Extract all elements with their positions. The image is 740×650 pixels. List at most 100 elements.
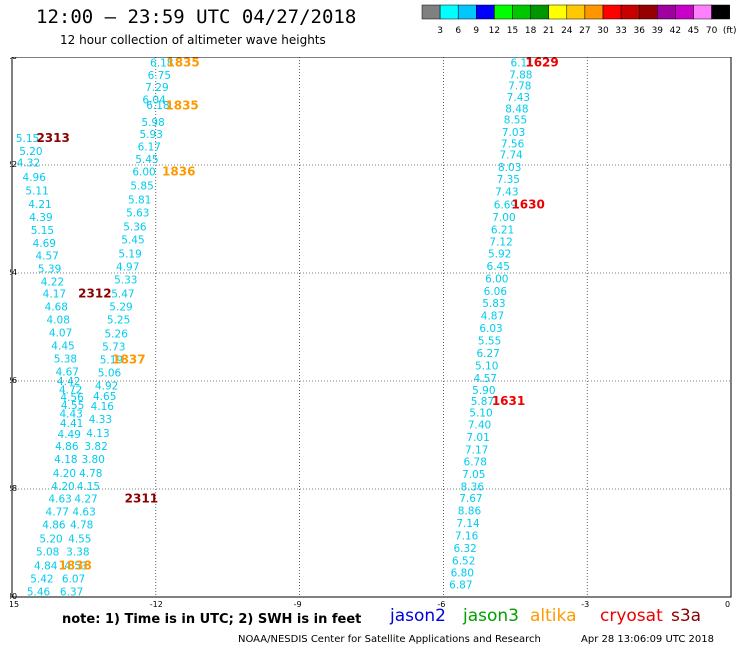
scale-label: (ft) xyxy=(723,26,737,36)
scale-label: 70 xyxy=(706,26,718,36)
wave-height-point: 4.20 xyxy=(51,481,74,493)
wave-height-point: 4.68 xyxy=(45,301,68,313)
x-tick-label: -12 xyxy=(150,600,163,609)
y-tick-label: -20 xyxy=(10,57,17,61)
wave-height-point: 7.01 xyxy=(466,432,489,444)
wave-height-point: 4.63 xyxy=(72,507,95,519)
wave-height-point: 6.17 xyxy=(138,142,161,154)
x-tick-label: -6 xyxy=(437,600,445,609)
wave-height-point: 4.87 xyxy=(481,311,504,323)
wave-height-point: 4.63 xyxy=(48,494,71,506)
pass-time-label: 2312 xyxy=(78,287,111,301)
wave-height-point: 5.38 xyxy=(54,353,77,365)
wave-height-point: 7.35 xyxy=(497,174,520,186)
wave-height-point: 4.22 xyxy=(41,277,64,289)
wave-height-point: 5.36 xyxy=(123,222,147,234)
wave-height-point: 4.86 xyxy=(55,441,79,453)
wave-height-point: 5.55 xyxy=(478,336,501,348)
wave-height-point: 7.03 xyxy=(502,127,525,139)
wave-height-point: 7.40 xyxy=(468,420,491,432)
scale-label: 36 xyxy=(633,26,645,36)
wave-height-point: 6.03 xyxy=(479,323,502,335)
altimeter-map-plot: -15-12-9-6-30-20-22-24-26-28-306.186.757… xyxy=(10,57,732,609)
wave-height-point: 7.05 xyxy=(462,469,485,481)
wave-height-point: 4.84 xyxy=(34,561,58,573)
x-tick-label: -9 xyxy=(294,600,302,609)
wave-height-point: 5.93 xyxy=(140,129,163,141)
wave-height-point: 7.14 xyxy=(456,518,480,530)
wave-height-point: 6.18 xyxy=(150,57,173,69)
wave-height-point: 4.16 xyxy=(91,401,115,413)
pass-time-label: 1631 xyxy=(492,394,525,408)
map-title: 12:00 – 23:59 UTC 04/27/2018 xyxy=(36,6,357,28)
x-tick-label: 0 xyxy=(725,600,730,609)
pass-time-label: 2311 xyxy=(125,492,158,506)
wave-height-point: 4.49 xyxy=(58,429,81,441)
scale-swatch xyxy=(439,4,459,20)
map-subtitle: 12 hour collection of altimeter wave hei… xyxy=(60,33,326,47)
wave-height-point: 4.96 xyxy=(23,172,47,184)
wave-height-point: 6.04 xyxy=(142,95,166,107)
wave-height-point: 4.07 xyxy=(49,327,72,339)
satellite-legend-jason3: jason3 xyxy=(463,606,519,626)
x-tick-label: -3 xyxy=(581,600,589,609)
scale-label: 15 xyxy=(507,26,518,36)
scale-label: 30 xyxy=(597,26,609,36)
wave-height-point: 8.55 xyxy=(504,115,527,127)
wave-height-point: 5.92 xyxy=(488,249,511,261)
plot-frame xyxy=(11,57,732,598)
wave-height-point: 5.98 xyxy=(141,117,164,129)
wave-height-point: 4.21 xyxy=(28,199,51,211)
wave-height-point: 3.82 xyxy=(84,441,107,453)
scale-label: 42 xyxy=(670,26,681,36)
wave-height-point: 4.15 xyxy=(77,481,100,493)
wave-height-point: 6.69 xyxy=(494,199,517,211)
x-tick-label: -15 xyxy=(10,600,19,609)
wave-height-point: 4.27 xyxy=(74,494,97,506)
scale-label: 39 xyxy=(652,26,664,36)
wave-height-point: 6.52 xyxy=(452,555,475,567)
wave-height-point: 6.11 xyxy=(511,57,534,69)
y-tick-label: -24 xyxy=(10,268,17,277)
wave-height-point: 5.46 xyxy=(27,587,51,599)
wave-height-point: 5.19 xyxy=(118,249,141,261)
wave-height-point: 5.20 xyxy=(39,534,62,546)
scale-label: 12 xyxy=(489,26,500,36)
scale-swatch xyxy=(657,4,676,20)
pass-time-label: 1629 xyxy=(525,57,558,69)
wave-height-point: 6.78 xyxy=(464,456,487,468)
scale-swatch xyxy=(421,4,441,20)
wave-height-point: 5.08 xyxy=(36,547,59,559)
wave-height-color-scale: 3 6 9 12 15 18 21 24 27 30 33 36 39 42 45 70 (ft) xyxy=(421,4,737,36)
pass-time-label: 1835 xyxy=(165,99,198,113)
wave-height-point: 4.08 xyxy=(47,314,70,326)
wave-height-point: 5.81 xyxy=(128,195,151,207)
wave-height-point: 7.88 xyxy=(509,69,532,81)
y-tick-label: -28 xyxy=(10,484,17,493)
wave-height-point: 5.90 xyxy=(472,385,495,397)
wave-height-point: 5.25 xyxy=(107,314,130,326)
wave-height-point: 4.20 xyxy=(53,468,76,480)
wave-height-point: 5.11 xyxy=(25,185,48,197)
wave-height-point: 5.19 xyxy=(100,354,123,366)
wave-height-point: 4.43 xyxy=(59,408,82,420)
wave-height-point: 4.18 xyxy=(54,454,77,466)
wave-height-point: 3.80 xyxy=(82,454,105,466)
pass-time-label: 1837 xyxy=(112,352,145,366)
wave-height-point: 4.56 xyxy=(60,392,84,404)
wave-height-point: 7.00 xyxy=(492,212,515,224)
wave-height-point: 8.36 xyxy=(461,481,485,493)
plot-note: note: 1) Time is in UTC; 2) SWH is in fe… xyxy=(62,612,362,627)
wave-height-point: 7.29 xyxy=(145,82,168,94)
wave-height-point: 4.57 xyxy=(35,251,58,263)
wave-height-point: 4.92 xyxy=(95,380,118,392)
wave-height-point: 5.15 xyxy=(16,133,39,145)
scale-swatch xyxy=(530,4,549,20)
scale-swatch xyxy=(638,4,658,20)
y-tick-label: -30 xyxy=(10,592,17,601)
wave-height-point: 5.39 xyxy=(38,264,61,276)
scale-label: 3 xyxy=(437,26,443,36)
wave-height-point: 5.29 xyxy=(109,301,132,313)
wave-height-point: 7.56 xyxy=(501,138,525,150)
wave-height-point: 4.55 xyxy=(61,400,84,412)
